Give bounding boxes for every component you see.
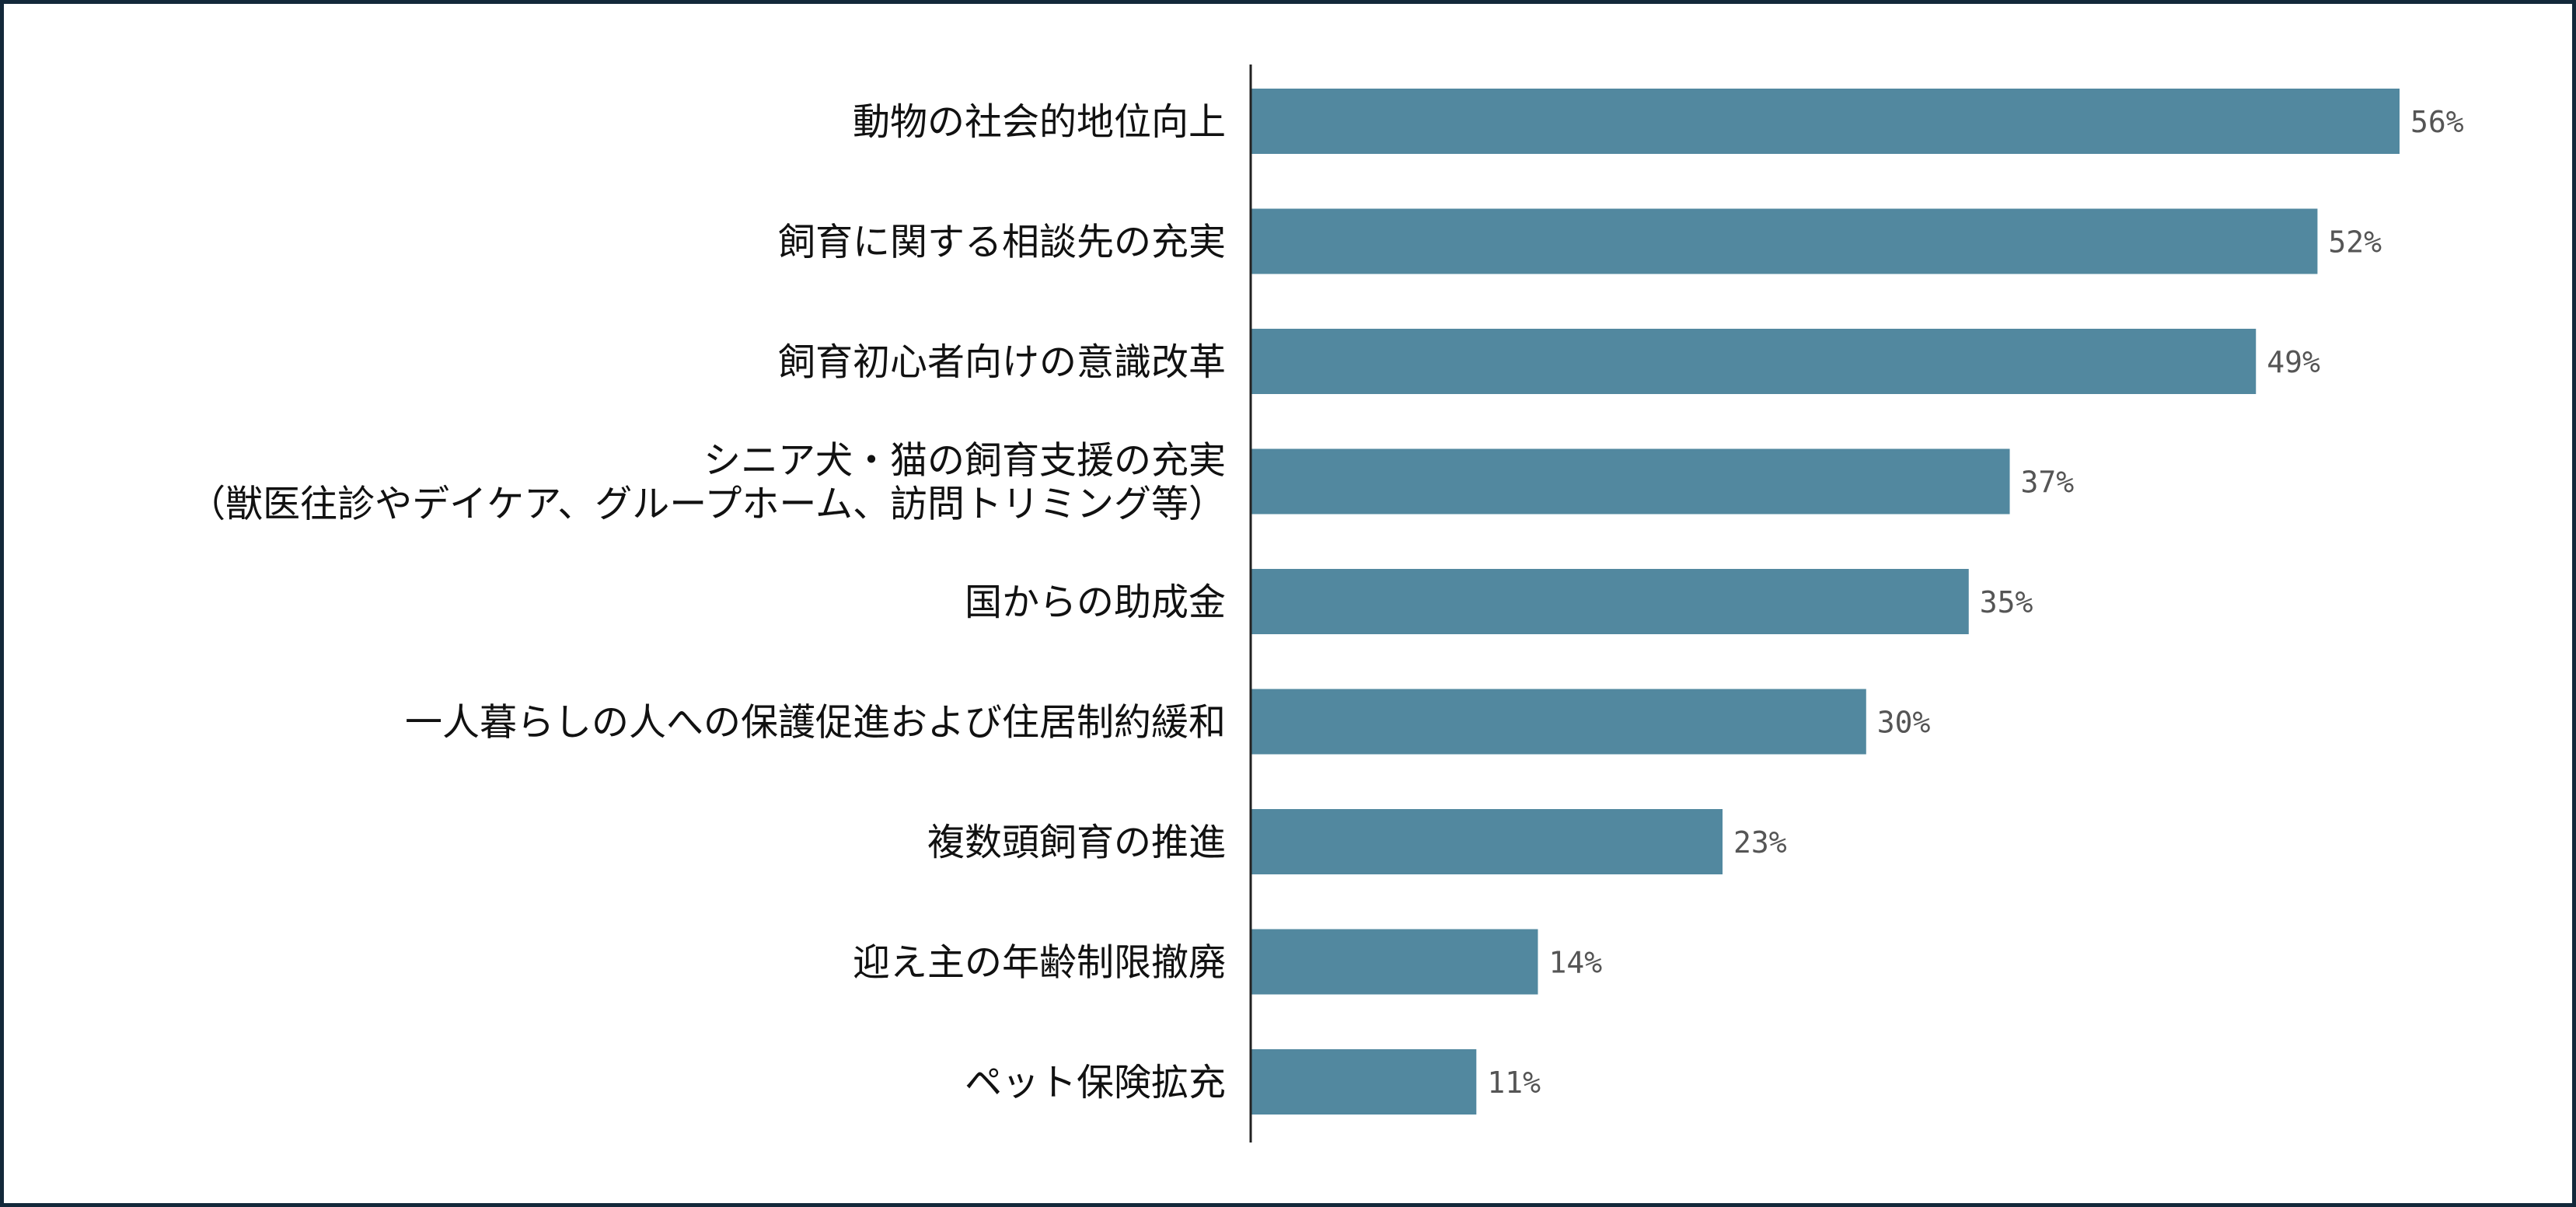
bar-2 <box>1251 329 2257 394</box>
value-label-7: 14% <box>1549 946 1603 980</box>
value-label-0: 56% <box>2410 105 2464 139</box>
bar-4 <box>1251 569 1969 634</box>
value-label-6: 23% <box>1733 825 1787 860</box>
bar-8 <box>1251 1049 1477 1115</box>
category-label-0: 動物の社会的地位向上 <box>853 100 1226 144</box>
category-label-2: 飼育初心者向けの意識改革 <box>778 340 1226 384</box>
value-label-3: 37% <box>2021 466 2075 500</box>
value-label-5: 30% <box>1877 706 1931 740</box>
bar-5 <box>1251 689 1866 755</box>
bar-3 <box>1251 448 2010 515</box>
category-label-4: 国からの助成金 <box>965 581 1226 624</box>
value-label-4: 35% <box>1980 585 2033 619</box>
bar-chart: 動物の社会的地位向上飼育に関する相談先の充実飼育初心者向けの意識改革シニア犬・猫… <box>188 65 2464 1142</box>
category-label-6: 複数頭飼育の推進 <box>927 821 1226 864</box>
value-label-2: 49% <box>2267 345 2320 379</box>
bars-group <box>1251 89 2400 1115</box>
value-labels-group: 56% 52% 49% 37% 35% 30% 23% 14% 11% <box>1487 105 2463 1100</box>
category-label-8: ペット保険拡充 <box>965 1061 1226 1104</box>
category-label-3-line-0: シニア犬・猫の飼育支援の充実 <box>703 439 1226 483</box>
category-label-5: 一人暮らしの人への保護促進および住居制約緩和 <box>405 701 1226 745</box>
value-label-8: 11% <box>1487 1066 1541 1100</box>
category-label-3-line-1: （獣医往診やデイケア、グループホーム、訪問トリミング等） <box>188 483 1226 526</box>
category-labels-group: 動物の社会的地位向上飼育に関する相談先の充実飼育初心者向けの意識改革シニア犬・猫… <box>188 100 1226 1104</box>
value-label-1: 52% <box>2328 225 2382 260</box>
bar-6 <box>1251 809 1723 874</box>
category-label-7: 迎え主の年齢制限撤廃 <box>853 941 1226 985</box>
bar-0 <box>1251 89 2400 154</box>
bar-1 <box>1251 208 2318 274</box>
category-label-1: 飼育に関する相談先の充実 <box>778 221 1226 264</box>
bar-7 <box>1251 929 1538 995</box>
